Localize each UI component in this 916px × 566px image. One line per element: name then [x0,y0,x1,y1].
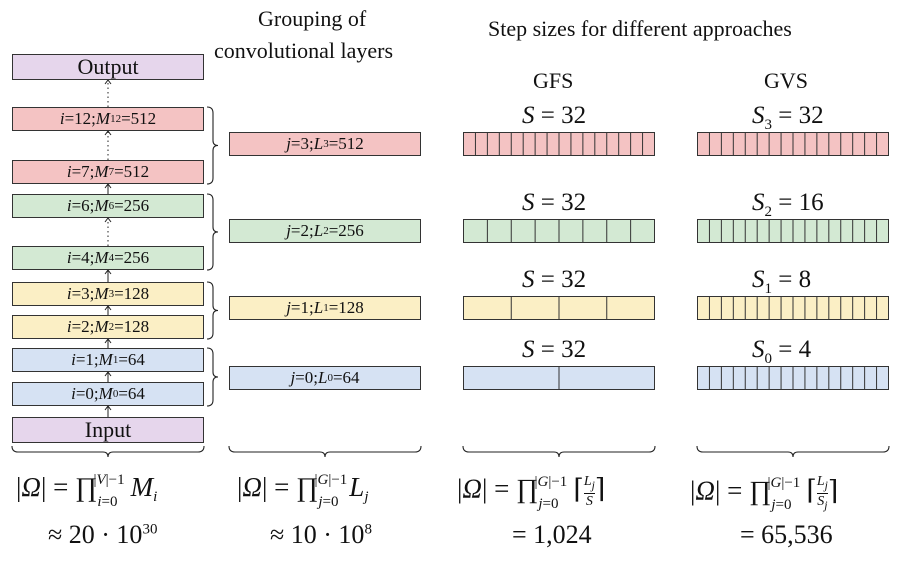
gfs-bar [463,219,655,243]
gfs-step-label: S = 32 [522,336,587,363]
group-box: j =0; L 0 =64 [229,366,421,390]
layer-box: i =7; M 7 =512 [12,160,204,184]
layer-box: i =3; M 3 =128 [12,282,204,306]
gvs-bar [697,132,889,156]
output-box: Output [12,54,204,80]
formula-groups: |Ω| = ∏j=0|G|−1Lj [237,472,369,510]
gvs-step-label: S2 = 16 [752,189,824,220]
gfs-step-label: S = 32 [522,102,587,129]
layer-box: i =12; M 12 =512 [12,107,204,131]
result-layers: ≈ 20 · 1030 [48,520,158,549]
gfs-bar [463,132,655,156]
gvs-bar [697,296,889,320]
group-box: j =2; L 2 =256 [229,219,421,243]
layer-box: i =6; M 6 =256 [12,194,204,218]
gvs-bar [697,366,889,390]
layer-box: i =2; M 2 =128 [12,315,204,339]
group-box: j =1; L 1 =128 [229,296,421,320]
formula-gvs: |Ω| = ∏j=0|G|−1 ⌈ Lj Sj ⌉ [690,474,839,514]
result-groups: ≈ 10 · 108 [270,520,372,549]
group-box: j =3; L 3 =512 [229,132,421,156]
input-box: Input [12,417,204,443]
result-gvs: = 65,536 [740,520,833,549]
gfs-step-label: S = 32 [522,189,587,216]
formula-layers: |Ω| = ∏i=0|V|−1 Mi [16,472,158,510]
gvs-bar [697,219,889,243]
gvs-step-label: S1 = 8 [752,266,812,297]
gfs-bar [463,296,655,320]
gvs-step-label: S3 = 32 [752,102,824,133]
step-sizes-header: Step sizes for different approaches [488,16,792,41]
grouping-header-line1: Grouping of [258,6,367,31]
layer-box: i =1; M 1 =64 [12,348,204,372]
result-gfs: = 1,024 [512,520,592,549]
gfs-header: GFS [533,68,574,93]
gvs-header: GVS [764,68,809,93]
layer-box: i =0; M 0 =64 [12,382,204,406]
layer-box: i =4; M 4 =256 [12,246,204,270]
gvs-step-label: S0 = 4 [752,336,812,367]
formula-gfs: |Ω| = ∏j=0|G|−1 ⌈ Lj S ⌉ [457,473,606,512]
grouping-header-line2: convolutional layers [214,38,394,63]
gfs-step-label: S = 32 [522,266,587,293]
gfs-bar [463,366,655,390]
